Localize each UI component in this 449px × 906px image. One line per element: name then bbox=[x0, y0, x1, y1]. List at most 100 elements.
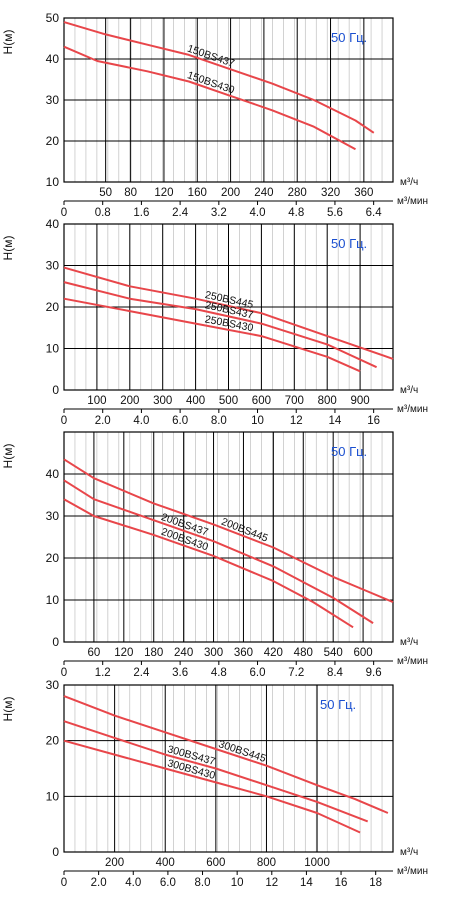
x-primary-tick-label: 120 bbox=[114, 647, 133, 659]
series-line-300BS437 bbox=[63, 720, 369, 823]
x-primary-tick-label: 320 bbox=[321, 187, 340, 199]
x-primary-tick-label: 80 bbox=[124, 187, 137, 199]
y-tick-label: 50 bbox=[46, 11, 60, 25]
x-primary-tick-label: 280 bbox=[288, 187, 307, 199]
x-secondary-tick-label: 12 bbox=[290, 415, 303, 427]
x-primary-tick-label: 200 bbox=[221, 187, 240, 199]
y-tick-label: 30 bbox=[46, 259, 60, 273]
x-secondary-unit: м³/мин bbox=[397, 196, 428, 207]
y-axis-label: H(м) bbox=[1, 697, 15, 722]
x-primary-tick-label: 480 bbox=[294, 647, 313, 659]
x-primary-tick-label: 600 bbox=[206, 857, 225, 869]
chart-panel-3: 0 10 20 30 40 H(м) 60 120 180 240 300 360 420 480 540 6… bbox=[1, 431, 428, 679]
x-primary-tick-label: 800 bbox=[257, 857, 276, 869]
plot-frame bbox=[63, 223, 394, 391]
x-secondary-tick-label: 3.2 bbox=[211, 207, 227, 219]
chart-panel-4: 0 10 20 30 H(м) 200 400 600 800 1000 0 2.0 4.0 6.0 8.0… bbox=[1, 678, 428, 889]
y-axis-label: H(м) bbox=[1, 444, 15, 469]
y-tick-label: 0 bbox=[52, 635, 59, 649]
x-secondary-tick-label: 0 bbox=[61, 415, 67, 427]
y-tick-label: 20 bbox=[46, 300, 60, 314]
x-secondary-tick-label: 2.0 bbox=[91, 877, 107, 889]
x-secondary-tick-label: 8.4 bbox=[327, 667, 344, 679]
y-axis-label: H(м) bbox=[1, 30, 15, 55]
x-secondary-tick-label: 4.8 bbox=[288, 207, 304, 219]
x-primary-tick-label: 1000 bbox=[304, 857, 330, 869]
x-secondary-unit: м³/мин bbox=[397, 404, 428, 415]
x-secondary-tick-label: 5.6 bbox=[327, 207, 343, 219]
x-secondary-unit: м³/мин bbox=[397, 656, 428, 667]
y-tick-label: 40 bbox=[46, 217, 60, 231]
x-primary-tick-label: 900 bbox=[351, 395, 370, 407]
x-primary-tick-label: 420 bbox=[264, 647, 283, 659]
x-primary-unit: м³/ч bbox=[400, 177, 418, 188]
x-secondary-tick-label: 18 bbox=[369, 877, 382, 889]
y-tick-label: 20 bbox=[46, 734, 60, 748]
x-primary-tick-label: 200 bbox=[120, 395, 139, 407]
x-primary-unit: м³/ч bbox=[400, 385, 418, 396]
x-primary-tick-label: 240 bbox=[254, 187, 273, 199]
y-tick-label: 20 bbox=[46, 134, 60, 148]
x-secondary-tick-label: 14 bbox=[329, 415, 342, 427]
x-secondary-tick-label: 3.6 bbox=[172, 667, 188, 679]
series-line-150BS430 bbox=[63, 45, 356, 151]
series-line-250BS445 bbox=[63, 266, 394, 360]
x-secondary-tick-label: 2.0 bbox=[95, 415, 111, 427]
x-primary-tick-label: 400 bbox=[186, 395, 205, 407]
x-primary-tick-label: 180 bbox=[144, 647, 163, 659]
x-primary-tick-label: 300 bbox=[153, 395, 172, 407]
frequency-label: 50 Гц. bbox=[331, 236, 367, 251]
series-line-250BS430 bbox=[63, 297, 361, 373]
y-tick-label: 30 bbox=[46, 678, 60, 692]
x-secondary-tick-label: 12 bbox=[265, 877, 278, 889]
x-secondary-tick-label: 10 bbox=[251, 415, 264, 427]
series-line-200BS430 bbox=[63, 498, 354, 629]
x-primary-tick-label: 540 bbox=[324, 647, 343, 659]
x-secondary-tick-label: 1.6 bbox=[133, 207, 149, 219]
x-secondary-tick-label: 7.2 bbox=[288, 667, 304, 679]
x-secondary-tick-label: 0 bbox=[61, 877, 67, 889]
x-primary-tick-label: 800 bbox=[318, 395, 337, 407]
x-secondary-tick-label: 0 bbox=[61, 207, 67, 219]
x-secondary-tick-label: 4.0 bbox=[133, 415, 149, 427]
x-secondary-tick-label: 8.0 bbox=[195, 877, 211, 889]
x-secondary-tick-label: 16 bbox=[335, 877, 348, 889]
plot-frame bbox=[63, 431, 394, 643]
x-secondary-tick-label: 14 bbox=[300, 877, 313, 889]
x-primary-tick-label: 600 bbox=[353, 647, 372, 659]
y-tick-label: 40 bbox=[46, 467, 60, 481]
x-secondary-tick-label: 8.0 bbox=[211, 415, 227, 427]
y-tick-label: 40 bbox=[46, 52, 60, 66]
x-secondary-tick-label: 6.4 bbox=[366, 207, 383, 219]
x-secondary-tick-label: 16 bbox=[367, 415, 380, 427]
y-tick-label: 0 bbox=[52, 383, 59, 397]
x-secondary-tick-label: 4.8 bbox=[211, 667, 227, 679]
x-secondary-tick-label: 9.6 bbox=[366, 667, 382, 679]
x-primary-tick-label: 500 bbox=[219, 395, 238, 407]
x-secondary-unit: м³/мин bbox=[397, 866, 428, 877]
x-secondary-tick-label: 1.2 bbox=[95, 667, 111, 679]
x-secondary-tick-label: 6.0 bbox=[160, 877, 176, 889]
x-secondary-tick-label: 4.0 bbox=[250, 207, 266, 219]
x-secondary-tick-label: 2.4 bbox=[172, 207, 189, 219]
frequency-label: 50 Гц. bbox=[331, 30, 367, 45]
plot-frame bbox=[63, 684, 394, 853]
x-primary-tick-label: 700 bbox=[285, 395, 304, 407]
series-line-300BS445 bbox=[63, 695, 389, 814]
x-secondary-tick-label: 0.8 bbox=[95, 207, 111, 219]
plot-frame bbox=[63, 17, 394, 183]
x-secondary-tick-label: 6.0 bbox=[172, 415, 188, 427]
x-primary-tick-label: 600 bbox=[252, 395, 271, 407]
x-primary-tick-label: 50 bbox=[99, 187, 112, 199]
x-secondary-tick-label: 6.0 bbox=[250, 667, 266, 679]
x-primary-tick-label: 60 bbox=[88, 647, 101, 659]
x-secondary-tick-label: 10 bbox=[231, 877, 244, 889]
y-tick-label: 10 bbox=[46, 593, 60, 607]
x-primary-tick-label: 240 bbox=[174, 647, 193, 659]
y-axis-label: H(м) bbox=[1, 236, 15, 261]
x-secondary-tick-label: 2.4 bbox=[133, 667, 150, 679]
frequency-label: 50 Гц. bbox=[331, 444, 367, 459]
x-primary-tick-label: 360 bbox=[354, 187, 373, 199]
